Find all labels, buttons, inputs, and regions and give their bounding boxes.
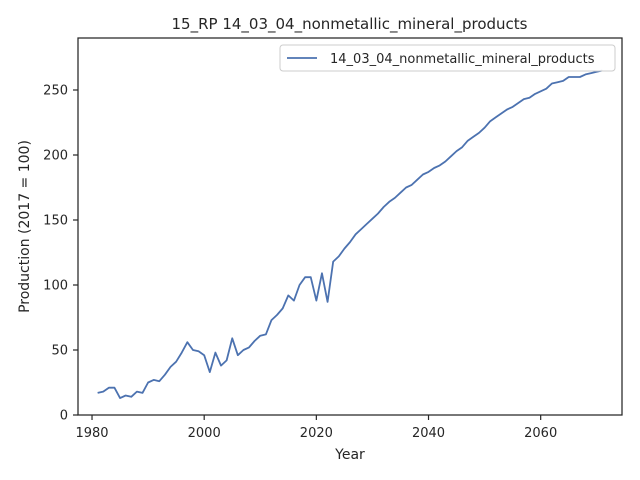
y-axis-label: Production (2017 = 100): [17, 140, 33, 313]
series-layer: [97, 69, 603, 400]
x-tick-label: 2020: [300, 426, 333, 441]
x-axis-label: Year: [334, 447, 365, 463]
x-axis-ticks: 1980 2000 2020 2040 2060: [75, 415, 557, 441]
y-tick-label: 100: [43, 279, 68, 294]
y-tick-label: 150: [43, 214, 68, 229]
chart-title: 15_RP 14_03_04_nonmetallic_mineral_produ…: [172, 15, 528, 34]
y-tick-label: 50: [51, 344, 68, 359]
plot-background: [78, 38, 622, 415]
series-line-0: [97, 69, 603, 400]
y-tick-label: 200: [43, 149, 68, 164]
legend-label: 14_03_04_nonmetallic_mineral_products: [330, 52, 595, 67]
x-tick-label: 2040: [412, 426, 445, 441]
x-tick-label: 2000: [188, 426, 221, 441]
y-tick-label: 0: [60, 409, 68, 424]
legend-box: [279, 44, 616, 72]
x-tick-label: 2060: [524, 426, 557, 441]
y-axis-ticks: 0 50 100 150 200 250: [43, 84, 78, 424]
legend: 14_03_04_nonmetallic_mineral_products: [279, 44, 616, 72]
plot-frame: [77, 37, 623, 416]
y-tick-label: 250: [43, 84, 68, 99]
plot-area: [77, 37, 623, 416]
x-tick-label: 1980: [75, 426, 108, 441]
